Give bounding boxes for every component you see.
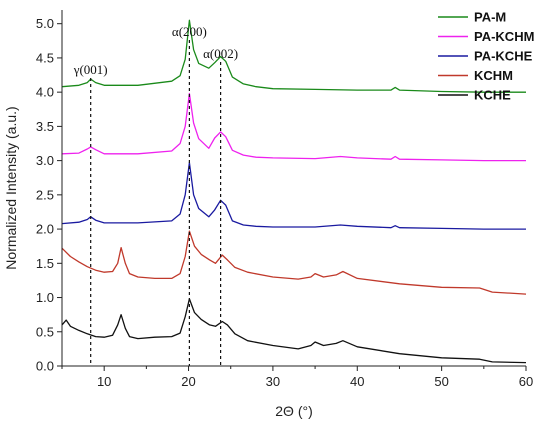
annotation-label: α(200) [172, 24, 207, 39]
y-tick-label: 3.0 [36, 153, 54, 168]
legend-label: PA-KCHM [474, 29, 534, 44]
series-line-pa-kche [61, 162, 526, 230]
x-tick-label: 20 [181, 374, 195, 389]
series-layer [61, 19, 527, 364]
x-tick-label: 10 [97, 374, 111, 389]
y-tick-label: 0.5 [36, 324, 54, 339]
legend-label: PA-KCHE [474, 49, 533, 64]
y-tick-label: 2.0 [36, 222, 54, 237]
legend: PA-M PA-KCHM PA-KCHE KCHM KCHE [438, 10, 534, 103]
y-tick-label: 0.0 [36, 359, 54, 374]
y-tick-label: 4.5 [36, 50, 54, 65]
x-tick-label: 30 [266, 374, 280, 389]
x-tick-label: 40 [350, 374, 364, 389]
series-line-kchm [61, 230, 527, 295]
series-line-kche [61, 298, 527, 364]
x-axis-title: 2Θ (°) [275, 403, 313, 419]
x-tick-label: 60 [519, 374, 533, 389]
y-tick-label: 1.0 [36, 290, 54, 305]
annotation-label: α(002) [203, 46, 238, 61]
y-tick-label: 3.5 [36, 119, 54, 134]
legend-label: KCHM [474, 68, 513, 83]
y-axis-title: Normalized Intensity (a.u.) [3, 106, 19, 269]
y-tick-label: 1.5 [36, 256, 54, 271]
legend-label: KCHE [474, 88, 511, 103]
series-line-pa-kchm [61, 92, 526, 162]
series-line-pa-m [61, 19, 526, 93]
y-tick-label: 4.0 [36, 85, 54, 100]
x-tick-label: 50 [434, 374, 448, 389]
axis-layer: 10 20 30 40 50 60 0.0 0.5 1.0 1.5 2.0 2.5 3.0 3.5 4.0 4… [36, 10, 533, 389]
annotation-layer: γ(001) α(200) α(002) [73, 24, 238, 366]
plot-background [62, 10, 526, 366]
legend-label: PA-M [474, 10, 506, 25]
y-tick-label: 5.0 [36, 16, 54, 31]
y-tick-label: 2.5 [36, 187, 54, 202]
plot-area [62, 10, 526, 366]
annotation-label: γ(001) [73, 62, 108, 77]
